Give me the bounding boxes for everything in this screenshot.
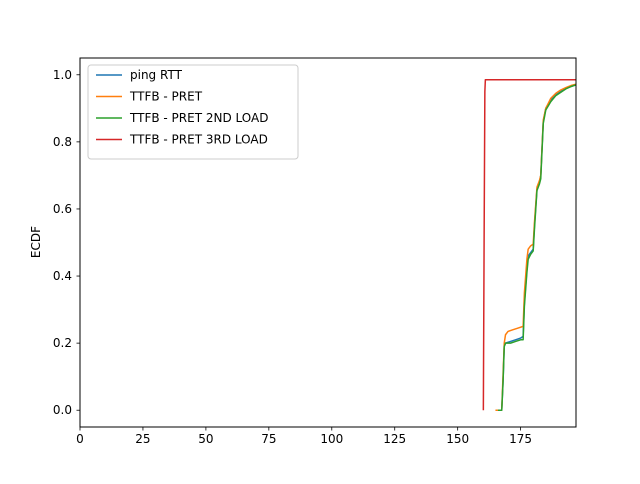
x-tick-label: 75 <box>261 432 276 446</box>
x-tick-label: 25 <box>135 432 150 446</box>
x-tick-label: 0 <box>76 432 84 446</box>
y-tick-label: 0.2 <box>53 336 72 350</box>
y-tick-label: 0.6 <box>53 202 72 216</box>
legend-frame <box>87 64 299 160</box>
x-tick-label: 50 <box>198 432 213 446</box>
x-tick-label: 125 <box>383 432 406 446</box>
x-axis: 0 25 50 75 100 125 150 175 <box>76 427 532 446</box>
legend-label: TTFB - PRET 2ND LOAD <box>129 111 268 125</box>
legend-label: TTFB - PRET 3RD LOAD <box>129 133 268 147</box>
y-tick-label: 0.8 <box>53 135 72 149</box>
y-tick-label: 0.0 <box>53 403 72 417</box>
series-line-2 <box>495 83 576 411</box>
y-axis-label: ECDF <box>29 226 43 258</box>
legend-label: ping RTT <box>130 68 183 82</box>
y-tick-label: 0.4 <box>53 269 72 283</box>
x-tick-label: 175 <box>509 432 532 446</box>
plot-frame <box>79 57 577 428</box>
x-tick-label: 100 <box>320 432 343 446</box>
series-line-1 <box>499 84 576 411</box>
series-line-3 <box>497 84 576 411</box>
series-lines <box>482 79 576 411</box>
y-axis: 0.0 0.2 0.4 0.6 0.8 1.0 <box>53 68 80 417</box>
y-tick-label: 1.0 <box>53 68 72 82</box>
legend-label: TTFB - PRET <box>129 90 203 104</box>
x-tick-label: 150 <box>446 432 469 446</box>
legend: ping RTT TTFB - PRET TTFB - PRET 2ND LOAD T… <box>87 64 299 160</box>
series-line-4 <box>482 79 576 411</box>
